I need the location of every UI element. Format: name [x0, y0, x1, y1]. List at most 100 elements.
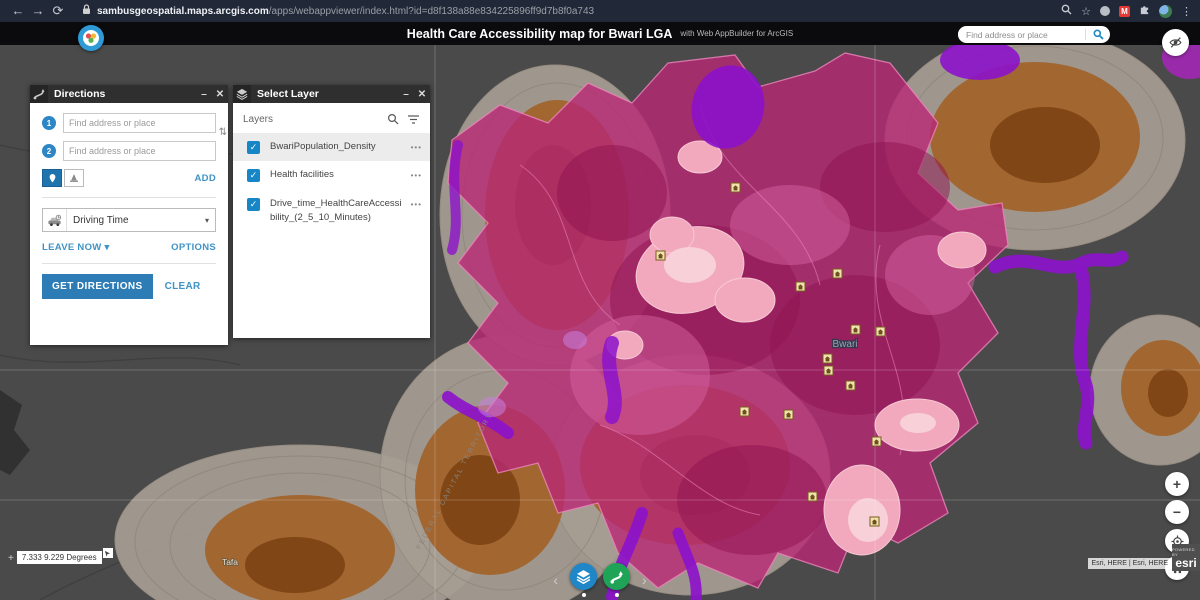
leave-now-link[interactable]: LEAVE NOW ▾: [42, 242, 110, 253]
add-link[interactable]: ADD: [194, 172, 216, 184]
health-facility-icon[interactable]: [845, 380, 856, 391]
leave-now-caret-icon: ▾: [104, 242, 110, 253]
extensions-puzzle-icon[interactable]: [1139, 2, 1150, 20]
add-barrier-button[interactable]: [64, 169, 84, 187]
layer-search-icon[interactable]: [387, 113, 399, 125]
reload-icon[interactable]: ⟳: [52, 3, 64, 18]
bookmark-star-icon[interactable]: ☆: [1081, 5, 1091, 18]
layer-row-population-density[interactable]: ✓ BwariPopulation_Density •••: [233, 133, 430, 162]
layer-checkbox-checked-icon[interactable]: ✓: [247, 169, 260, 183]
extension-m-icon[interactable]: M: [1119, 5, 1130, 17]
header-search-icon[interactable]: [1086, 29, 1110, 40]
route-icon: [610, 571, 623, 584]
layer-name: Drive_time_HealthCareAccessibility_(2_5_…: [270, 197, 402, 223]
stop1-input[interactable]: [63, 113, 216, 133]
layer-options-ellipsis-icon[interactable]: •••: [410, 199, 422, 209]
directions-body: 1 2 ⇅ ADD Driving Time ▾ LEAVE NOW ▾: [30, 103, 228, 299]
url-path: /apps/webappviewer/index.html?id=d8f138a…: [268, 5, 595, 17]
travel-mode-caret-icon: ▾: [204, 215, 209, 225]
graticule-lines: [0, 45, 1200, 600]
map-label-tafa: Tafa: [222, 557, 238, 567]
health-facility-icon[interactable]: [871, 436, 882, 447]
divider: [42, 263, 216, 264]
health-facility-icon[interactable]: [832, 268, 843, 279]
select-layer-panel: Select Layer – ✕ Layers ✓ BwariPopulatio…: [233, 85, 430, 338]
app-logo: [78, 25, 104, 51]
layer-checkbox-checked-icon[interactable]: ✓: [247, 197, 260, 211]
directions-widget-button[interactable]: [603, 563, 630, 590]
stop2-input[interactable]: [63, 141, 216, 161]
search-divider: [1085, 29, 1086, 40]
health-facility-icon[interactable]: [823, 365, 834, 376]
visibility-widget-button[interactable]: [1162, 29, 1189, 56]
select-layer-body: Layers ✓ BwariPopulation_Density ••• ✓ H…: [233, 103, 430, 232]
carousel-dot[interactable]: [614, 593, 619, 597]
stops-tools: ADD: [42, 169, 216, 187]
health-facility-icon[interactable]: [850, 324, 861, 335]
page-subtitle: with Web AppBuilder for ArcGIS: [680, 29, 794, 38]
extension-circle-icon[interactable]: [1100, 6, 1110, 16]
profile-avatar[interactable]: [1159, 4, 1172, 18]
zoom-in-button[interactable]: +: [1165, 472, 1189, 496]
health-facility-icon[interactable]: [822, 353, 833, 364]
clear-link[interactable]: CLEAR: [164, 281, 201, 292]
pin-icon: [49, 173, 55, 182]
back-icon[interactable]: ←: [11, 3, 25, 18]
health-facility-icon[interactable]: [807, 491, 818, 502]
coordinate-widget: + 7.333 9.229 Degrees: [8, 548, 113, 564]
app-header: Health Care Accessibility map for Bwari …: [0, 22, 1200, 45]
basemap-gallery-button[interactable]: [570, 563, 597, 590]
crosshair-icon: +: [8, 553, 14, 564]
carousel-dot[interactable]: [581, 593, 586, 597]
health-facility-icon[interactable]: [875, 326, 886, 337]
select-layer-close-button[interactable]: ✕: [417, 88, 427, 100]
drive-time-violet-accents: [478, 331, 587, 417]
url-domain: sambusgeospatial.maps.arcgis.com: [97, 5, 269, 17]
layer-filter-icon[interactable]: [407, 114, 420, 125]
layer-row-drive-time[interactable]: ✓ Drive_time_HealthCareAccessibility_(2_…: [233, 190, 430, 233]
health-facility-icon[interactable]: [783, 409, 794, 420]
menu-kebab-icon[interactable]: ⋮: [1181, 5, 1192, 18]
layer-checkbox-checked-icon[interactable]: ✓: [247, 141, 260, 154]
health-facility-icon[interactable]: [795, 281, 806, 292]
esri-logo: POWERED BY esri: [1172, 544, 1200, 571]
forward-icon[interactable]: →: [31, 3, 45, 18]
health-facility-icon[interactable]: [730, 182, 741, 193]
layer-row-health-facilities[interactable]: ✓ Health facilities •••: [233, 161, 430, 189]
select-layer-minimize-button[interactable]: –: [403, 88, 409, 100]
drive-time-purple-patches: [691, 45, 1200, 149]
directions-close-button[interactable]: ✕: [215, 88, 225, 100]
address-bar[interactable]: sambusgeospatial.maps.arcgis.com/apps/we…: [97, 6, 1051, 17]
get-directions-button[interactable]: GET DIRECTIONS: [42, 274, 153, 299]
stop2-badge: 2: [42, 144, 56, 158]
swap-stops-icon[interactable]: ⇅: [218, 127, 227, 138]
add-stop-button[interactable]: [42, 169, 62, 187]
coordinate-readout: 7.333 9.229 Degrees: [16, 551, 102, 564]
directions-titlebar: Directions – ✕: [30, 85, 228, 103]
layer-options-ellipsis-icon[interactable]: •••: [410, 171, 422, 181]
stop2-row: 2: [42, 141, 216, 161]
health-facility-icon[interactable]: [655, 250, 666, 261]
directions-route-icon: [30, 85, 48, 103]
search-icon[interactable]: [1061, 2, 1072, 20]
header-search-input[interactable]: [958, 29, 1085, 40]
options-link[interactable]: OPTIONS: [171, 242, 216, 253]
capture-coordinates-button[interactable]: [102, 548, 113, 558]
layer-name: BwariPopulation_Density: [270, 141, 376, 152]
directions-minimize-button[interactable]: –: [201, 88, 207, 100]
carousel-left-icon[interactable]: ‹: [553, 572, 558, 588]
barrier-cone-icon: [70, 174, 78, 182]
links-row: LEAVE NOW ▾ OPTIONS: [42, 242, 216, 253]
select-layer-titlebar: Select Layer – ✕: [233, 85, 430, 103]
health-facility-icon[interactable]: [739, 406, 750, 417]
carousel-right-icon[interactable]: ›: [642, 572, 647, 588]
health-facility-icon[interactable]: [869, 516, 880, 527]
eye-slash-icon: [1169, 37, 1182, 48]
density-pink-layer: [606, 140, 987, 556]
travel-mode-select[interactable]: Driving Time ▾: [42, 208, 216, 232]
zoom-out-button[interactable]: −: [1165, 500, 1189, 524]
layer-options-ellipsis-icon[interactable]: •••: [410, 143, 422, 152]
stop1-badge: 1: [42, 116, 56, 130]
driving-time-icon: [43, 209, 67, 231]
esri-wordmark: esri: [1175, 555, 1197, 570]
